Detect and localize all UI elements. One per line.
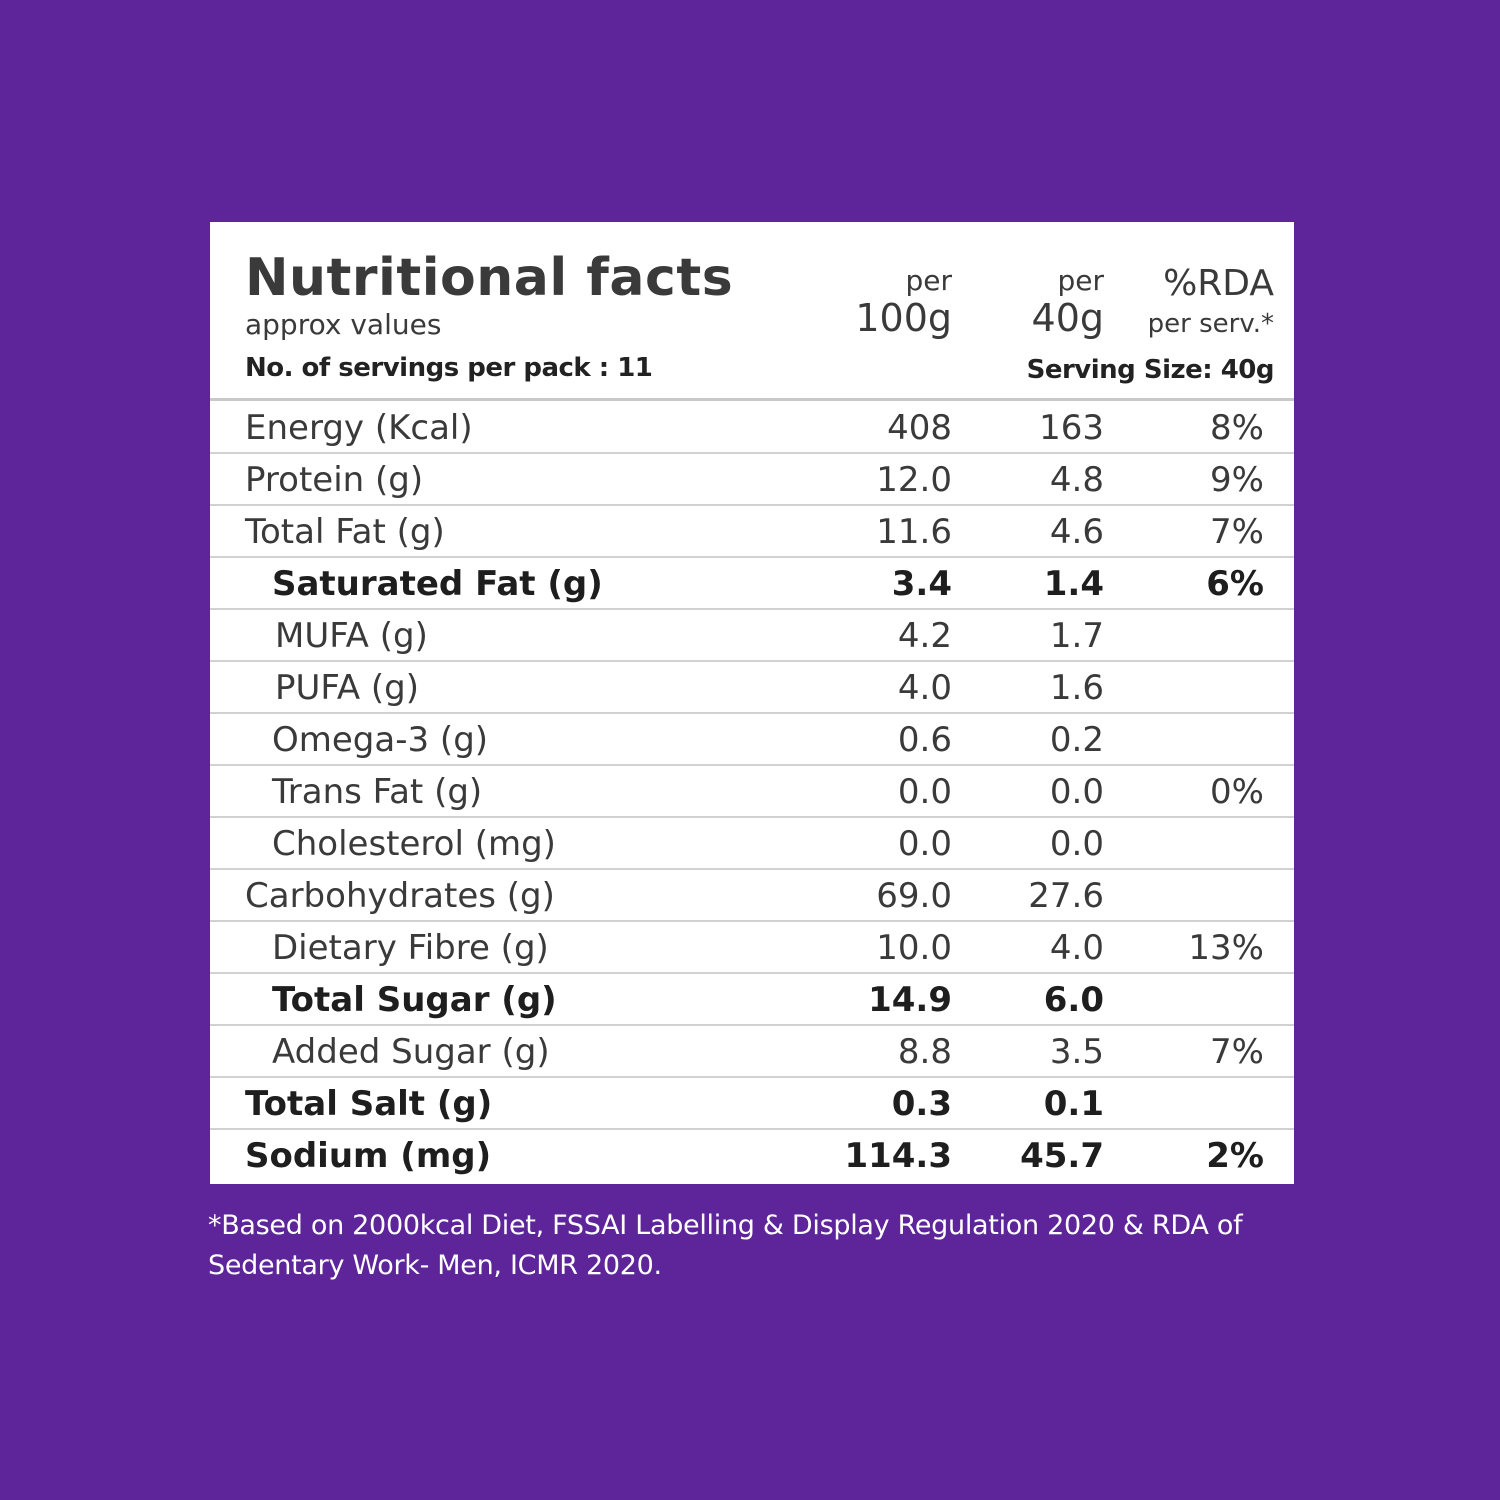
value-per-40g: 1.7 (1049, 616, 1104, 656)
column-header-per-100g: per 100g (855, 264, 952, 338)
nutrient-row-mufa: MUFA (g) 4.2 1.7 (210, 610, 1294, 662)
nutrient-row-total-salt: Total Salt (g) 0.3 0.1 (210, 1078, 1294, 1130)
nutrient-label: Omega-3 (g) (272, 720, 489, 760)
value-per-100g: 11.6 (876, 512, 952, 552)
value-per-100g: 4.2 (897, 616, 952, 656)
servings-per-pack: No. of servings per pack : 11 (245, 353, 653, 383)
nutrient-row-omega-3: Omega-3 (g) 0.6 0.2 (210, 714, 1294, 766)
value-per-40g: 6.0 (1043, 980, 1104, 1020)
value-per-40g: 4.6 (1049, 512, 1104, 552)
value-per-40g: 0.0 (1049, 824, 1104, 864)
value-per-40g: 163 (1039, 408, 1104, 448)
serving-size: Serving Size: 40g (1026, 355, 1275, 385)
value-per-100g: 0.6 (897, 720, 952, 760)
nutrient-label: Added Sugar (g) (272, 1032, 550, 1072)
value-per-100g: 3.4 (891, 564, 952, 604)
nutrient-row-energy: Energy (Kcal) 408 163 8% (210, 402, 1294, 454)
value-per-40g: 3.5 (1049, 1032, 1104, 1072)
value-per-100g: 69.0 (876, 876, 952, 916)
nutrient-label: Cholesterol (mg) (272, 824, 556, 864)
column-header-rda: %RDA per serv.* (1148, 264, 1274, 344)
nutrient-row-dietary-fibre: Dietary Fibre (g) 10.0 4.0 13% (210, 922, 1294, 974)
value-rda: 2% (1206, 1136, 1264, 1176)
value-rda: 7% (1210, 1032, 1264, 1072)
nutrient-label: PUFA (g) (275, 668, 420, 708)
value-per-100g: 0.0 (897, 772, 952, 812)
value-per-100g: 114.3 (844, 1136, 952, 1176)
value-per-100g: 8.8 (897, 1032, 952, 1072)
value-per-40g: 45.7 (1020, 1136, 1104, 1176)
value-rda: 7% (1210, 512, 1264, 552)
nutrient-label: Carbohydrates (g) (245, 876, 555, 916)
value-per-40g: 0.2 (1049, 720, 1104, 760)
nutrient-row-trans-fat: Trans Fat (g) 0.0 0.0 0% (210, 766, 1294, 818)
nutrient-label: Saturated Fat (g) (272, 564, 603, 604)
column-header-rda-top: %RDA (1163, 263, 1274, 304)
nutrient-label: Total Fat (g) (245, 512, 445, 552)
value-per-40g: 27.6 (1028, 876, 1104, 916)
panel-subtitle: approx values (245, 308, 442, 341)
column-header-per-40g-unit: 40g (1031, 296, 1104, 340)
nutrient-label: Energy (Kcal) (245, 408, 473, 448)
nutrient-row-total-fat: Total Fat (g) 11.6 4.6 7% (210, 506, 1294, 558)
nutrient-label: Total Sugar (g) (272, 980, 557, 1020)
value-per-100g: 0.3 (891, 1084, 952, 1124)
value-per-100g: 4.0 (897, 668, 952, 708)
value-per-100g: 12.0 (876, 460, 952, 500)
value-rda: 0% (1210, 772, 1264, 812)
column-header-per-100g-top: per (905, 264, 952, 297)
nutrient-row-protein: Protein (g) 12.0 4.8 9% (210, 454, 1294, 506)
value-per-40g: 1.6 (1049, 668, 1104, 708)
footnote: *Based on 2000kcal Diet, FSSAI Labelling… (208, 1210, 1243, 1281)
nutrient-row-sodium: Sodium (mg) 114.3 45.7 2% (210, 1130, 1294, 1180)
column-header-per-40g-top: per (1057, 264, 1104, 297)
value-per-40g: 1.4 (1043, 564, 1104, 604)
value-rda: 13% (1188, 928, 1264, 968)
panel-title: Nutritional facts (245, 248, 734, 308)
nutrient-label: Total Salt (g) (245, 1084, 493, 1124)
value-per-40g: 0.1 (1043, 1084, 1104, 1124)
nutrient-label: MUFA (g) (275, 616, 428, 656)
nutrient-row-saturated-fat: Saturated Fat (g) 3.4 1.4 6% (210, 558, 1294, 610)
nutrient-label: Trans Fat (g) (272, 772, 483, 812)
value-per-40g: 0.0 (1049, 772, 1104, 812)
value-rda: 9% (1210, 460, 1264, 500)
value-per-100g: 408 (887, 408, 952, 448)
value-rda: 8% (1210, 408, 1264, 448)
value-per-100g: 0.0 (897, 824, 952, 864)
nutrient-row-carbohydrates: Carbohydrates (g) 69.0 27.6 (210, 870, 1294, 922)
nutrient-label: Protein (g) (245, 460, 424, 500)
nutrient-row-total-sugar: Total Sugar (g) 14.9 6.0 (210, 974, 1294, 1026)
nutrient-label: Dietary Fibre (g) (272, 928, 549, 968)
value-per-100g: 10.0 (876, 928, 952, 968)
value-rda: 6% (1206, 564, 1264, 604)
nutrient-label: Sodium (mg) (245, 1136, 492, 1176)
nutrient-row-cholesterol: Cholesterol (mg) 0.0 0.0 (210, 818, 1294, 870)
nutrient-row-added-sugar: Added Sugar (g) 8.8 3.5 7% (210, 1026, 1294, 1078)
value-per-40g: 4.0 (1049, 928, 1104, 968)
column-header-per-100g-unit: 100g (855, 296, 952, 340)
value-per-100g: 14.9 (868, 980, 952, 1020)
nutrient-table: Energy (Kcal) 408 163 8% Protein (g) 12.… (210, 402, 1294, 1180)
column-header-per-40g: per 40g (1032, 264, 1104, 338)
nutrient-row-pufa: PUFA (g) 4.0 1.6 (210, 662, 1294, 714)
nutrition-facts-panel: Nutritional facts approx values No. of s… (210, 222, 1294, 1184)
column-header-rda-sub: per serv.* (1147, 309, 1274, 339)
header-divider (210, 398, 1294, 401)
value-per-40g: 4.8 (1049, 460, 1104, 500)
